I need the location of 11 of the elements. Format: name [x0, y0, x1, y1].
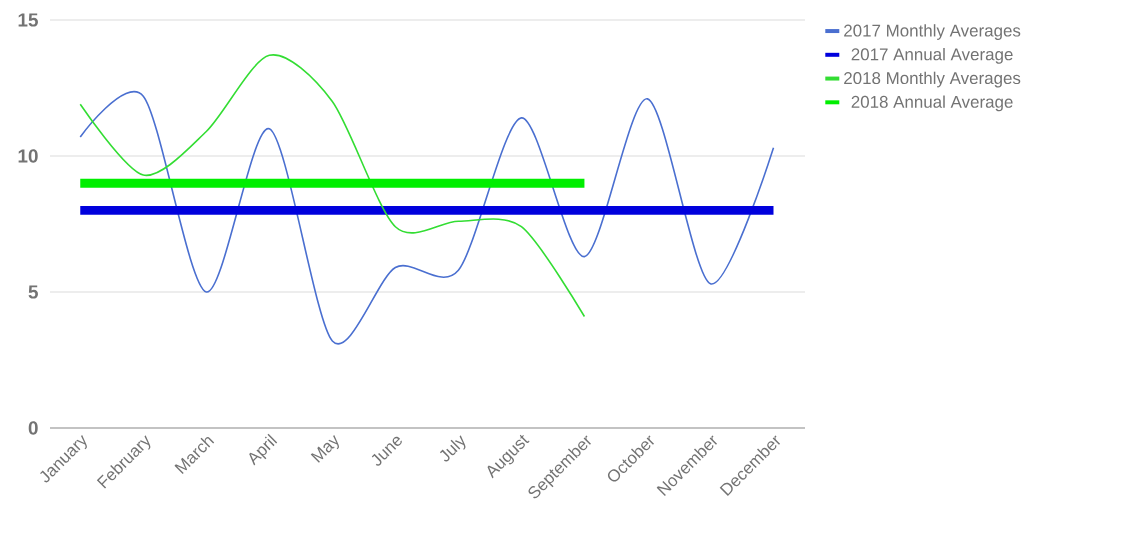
- legend-label: 2017 Monthly Averages: [844, 24, 1021, 40]
- x-tick-label: May: [310, 434, 339, 463]
- legend-label: 2018 Monthly Averages: [844, 71, 1021, 88]
- y-tick-label: 0: [28, 421, 38, 435]
- x-tick-label: July: [439, 435, 466, 462]
- legend-label: 2017 Annual Average: [851, 47, 1013, 64]
- line-series: [79, 54, 586, 318]
- y-tick-label: 10: [18, 149, 38, 163]
- legend-label: 2018 Annual Average: [851, 95, 1013, 112]
- y-tick-label: 15: [18, 13, 38, 27]
- y-tick-label: 5: [28, 285, 38, 299]
